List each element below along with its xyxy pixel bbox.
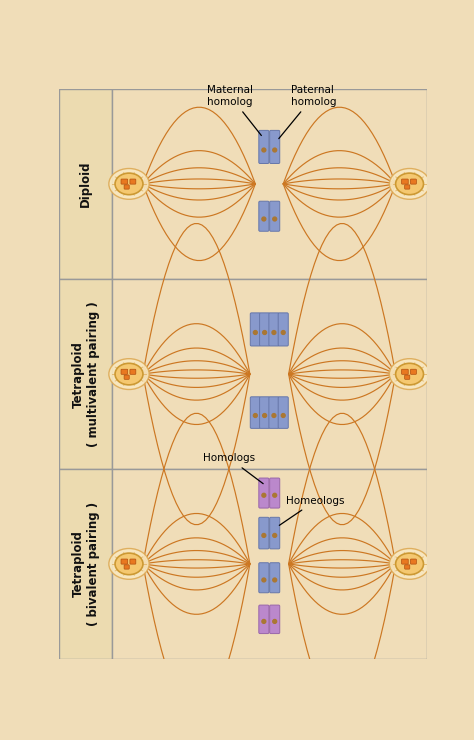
Circle shape bbox=[273, 619, 277, 623]
Ellipse shape bbox=[396, 553, 423, 575]
FancyBboxPatch shape bbox=[130, 369, 136, 374]
FancyBboxPatch shape bbox=[259, 478, 269, 508]
Circle shape bbox=[263, 414, 266, 417]
FancyBboxPatch shape bbox=[260, 313, 270, 346]
Ellipse shape bbox=[115, 173, 143, 195]
Circle shape bbox=[273, 578, 277, 582]
FancyBboxPatch shape bbox=[269, 313, 279, 346]
FancyBboxPatch shape bbox=[270, 130, 280, 164]
FancyBboxPatch shape bbox=[124, 565, 129, 569]
FancyBboxPatch shape bbox=[270, 562, 280, 593]
Circle shape bbox=[262, 578, 266, 582]
FancyBboxPatch shape bbox=[130, 179, 136, 184]
Circle shape bbox=[272, 331, 276, 334]
Text: Tetraploid
( multivalent pairing ): Tetraploid ( multivalent pairing ) bbox=[72, 301, 100, 447]
Ellipse shape bbox=[109, 359, 149, 389]
FancyBboxPatch shape bbox=[401, 179, 408, 184]
Text: Paternal
homolog: Paternal homolog bbox=[279, 85, 337, 138]
FancyBboxPatch shape bbox=[270, 478, 280, 508]
Ellipse shape bbox=[390, 169, 430, 199]
Ellipse shape bbox=[390, 359, 430, 389]
Circle shape bbox=[262, 619, 266, 623]
FancyBboxPatch shape bbox=[121, 369, 128, 374]
Bar bbox=[59, 279, 112, 469]
Text: Diploid: Diploid bbox=[79, 161, 92, 207]
FancyBboxPatch shape bbox=[410, 369, 416, 374]
FancyBboxPatch shape bbox=[410, 559, 416, 564]
FancyBboxPatch shape bbox=[405, 375, 410, 380]
Bar bbox=[112, 469, 427, 659]
Ellipse shape bbox=[396, 173, 423, 195]
FancyBboxPatch shape bbox=[270, 201, 280, 231]
Text: Homeologs: Homeologs bbox=[279, 496, 345, 525]
FancyBboxPatch shape bbox=[259, 130, 269, 164]
Bar bbox=[112, 89, 427, 279]
Text: Maternal
homolog: Maternal homolog bbox=[207, 85, 261, 135]
Circle shape bbox=[273, 217, 277, 221]
FancyBboxPatch shape bbox=[410, 179, 416, 184]
Ellipse shape bbox=[115, 363, 143, 385]
FancyBboxPatch shape bbox=[124, 375, 129, 380]
FancyBboxPatch shape bbox=[259, 201, 269, 231]
Circle shape bbox=[254, 331, 257, 334]
FancyBboxPatch shape bbox=[278, 397, 288, 428]
FancyBboxPatch shape bbox=[269, 397, 279, 428]
FancyBboxPatch shape bbox=[259, 562, 269, 593]
Circle shape bbox=[281, 414, 285, 417]
Bar bbox=[59, 469, 112, 659]
Bar bbox=[112, 279, 427, 469]
FancyBboxPatch shape bbox=[250, 313, 260, 346]
Ellipse shape bbox=[115, 553, 143, 575]
FancyBboxPatch shape bbox=[270, 517, 280, 549]
Ellipse shape bbox=[396, 363, 423, 385]
Circle shape bbox=[273, 494, 277, 497]
FancyBboxPatch shape bbox=[260, 397, 270, 428]
Circle shape bbox=[262, 148, 266, 152]
FancyBboxPatch shape bbox=[278, 313, 288, 346]
FancyBboxPatch shape bbox=[405, 185, 410, 189]
FancyBboxPatch shape bbox=[259, 517, 269, 549]
FancyBboxPatch shape bbox=[124, 185, 129, 189]
FancyBboxPatch shape bbox=[405, 565, 410, 569]
Circle shape bbox=[254, 414, 257, 417]
Circle shape bbox=[262, 217, 266, 221]
Text: Homologs: Homologs bbox=[203, 454, 263, 484]
Text: Tetraploid
( bivalent pairing ): Tetraploid ( bivalent pairing ) bbox=[72, 502, 100, 626]
Ellipse shape bbox=[109, 169, 149, 199]
Ellipse shape bbox=[109, 548, 149, 579]
Circle shape bbox=[281, 331, 285, 334]
FancyBboxPatch shape bbox=[401, 369, 408, 374]
Circle shape bbox=[262, 534, 266, 537]
FancyBboxPatch shape bbox=[121, 179, 128, 184]
FancyBboxPatch shape bbox=[401, 559, 408, 564]
Circle shape bbox=[262, 494, 266, 497]
FancyBboxPatch shape bbox=[250, 397, 260, 428]
FancyBboxPatch shape bbox=[130, 559, 136, 564]
Circle shape bbox=[273, 534, 277, 537]
Circle shape bbox=[272, 414, 276, 417]
Circle shape bbox=[263, 331, 266, 334]
FancyBboxPatch shape bbox=[259, 605, 269, 633]
Ellipse shape bbox=[390, 548, 430, 579]
Bar bbox=[59, 89, 112, 279]
Circle shape bbox=[273, 148, 277, 152]
FancyBboxPatch shape bbox=[121, 559, 128, 564]
FancyBboxPatch shape bbox=[270, 605, 280, 633]
